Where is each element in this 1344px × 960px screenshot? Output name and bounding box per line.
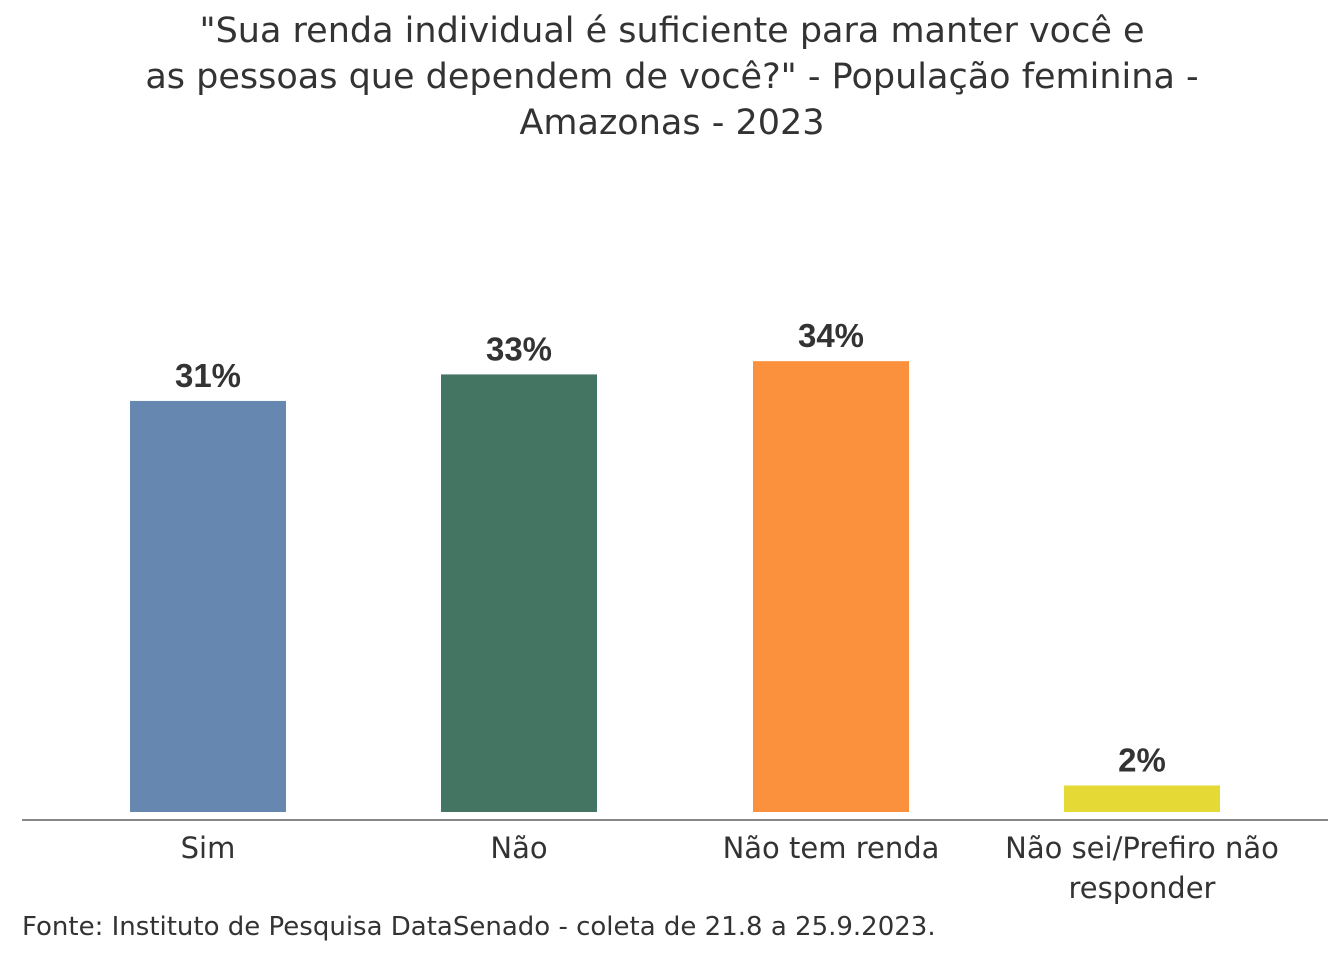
x-tick-label: Não	[490, 831, 547, 865]
source-note: Fonte: Instituto de Pesquisa DataSenado …	[22, 912, 936, 942]
chart-title-line: "Sua renda individual é suficiente para …	[199, 11, 1145, 51]
bar	[753, 361, 909, 812]
data-label: 31%	[175, 357, 241, 394]
bar	[1064, 785, 1220, 812]
x-tick-label: Sim	[181, 831, 236, 865]
chart-title: "Sua renda individual é suficiente para …	[0, 8, 1344, 146]
chart-title-line: as pessoas que dependem de você?" - Popu…	[145, 57, 1199, 97]
x-tick-label: responder	[1069, 871, 1216, 905]
x-tick-label: Não tem renda	[723, 831, 940, 865]
data-label: 33%	[486, 330, 552, 367]
chart-title-line: Amazonas - 2023	[519, 103, 825, 143]
data-label: 34%	[798, 317, 864, 354]
bar	[130, 400, 286, 812]
data-label: 2%	[1118, 741, 1166, 778]
x-tick-label: Não sei/Prefiro não	[1005, 831, 1279, 865]
bar	[441, 374, 597, 812]
